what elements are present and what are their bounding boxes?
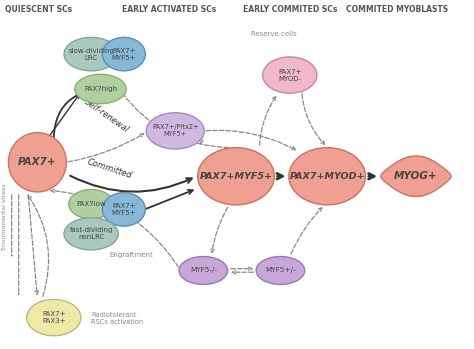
FancyArrowPatch shape — [143, 190, 193, 210]
Ellipse shape — [27, 299, 81, 336]
Ellipse shape — [102, 37, 146, 71]
Polygon shape — [381, 156, 451, 196]
Text: EARLY ACTIVATED SCs: EARLY ACTIVATED SCs — [121, 5, 216, 14]
FancyArrowPatch shape — [369, 173, 374, 179]
Text: PAX7+
MYOD-: PAX7+ MYOD- — [278, 68, 301, 82]
FancyArrowPatch shape — [46, 94, 79, 141]
Text: PAX7+
MYF5+: PAX7+ MYF5+ — [111, 203, 136, 216]
Ellipse shape — [64, 218, 118, 250]
Text: PAX7+
MYF5+: PAX7+ MYF5+ — [111, 47, 136, 61]
FancyArrowPatch shape — [277, 173, 283, 179]
Text: fast-dividing
nonLRC: fast-dividing nonLRC — [70, 227, 113, 240]
Text: PAX7low: PAX7low — [76, 201, 106, 207]
Ellipse shape — [102, 193, 146, 226]
Ellipse shape — [263, 57, 317, 93]
Text: QUIESCENT SCs: QUIESCENT SCs — [5, 5, 72, 14]
FancyArrowPatch shape — [28, 195, 49, 296]
FancyArrowPatch shape — [200, 136, 203, 143]
Text: PAX7high: PAX7high — [84, 86, 117, 92]
FancyArrowPatch shape — [51, 89, 112, 145]
Text: PAX7+MYOD+: PAX7+MYOD+ — [290, 172, 365, 181]
Ellipse shape — [256, 257, 305, 284]
FancyArrowPatch shape — [18, 195, 19, 294]
Text: EARLY COMMITED SCs: EARLY COMMITED SCs — [243, 5, 337, 14]
Text: PAX7+: PAX7+ — [18, 157, 57, 167]
Text: PAX7+MYF5+: PAX7+MYF5+ — [200, 172, 273, 181]
Text: MYF5+/-: MYF5+/- — [265, 267, 296, 274]
FancyArrowPatch shape — [301, 88, 324, 144]
Text: COMMITED MYOBLASTS: COMMITED MYOBLASTS — [346, 5, 448, 14]
Text: Environmental stress: Environmental stress — [2, 183, 7, 250]
Text: slow-dividing
LRC: slow-dividing LRC — [68, 47, 114, 61]
FancyArrowPatch shape — [206, 130, 295, 150]
FancyArrowPatch shape — [51, 189, 178, 267]
Text: Committed: Committed — [86, 158, 133, 181]
Text: PAX7+/Pitx2+
MYF5+: PAX7+/Pitx2+ MYF5+ — [152, 124, 199, 138]
FancyArrowPatch shape — [211, 207, 228, 252]
Text: Engraftment: Engraftment — [110, 252, 154, 258]
Ellipse shape — [64, 37, 118, 71]
Text: Reserve cells: Reserve cells — [251, 31, 296, 37]
FancyArrowPatch shape — [291, 208, 322, 254]
Ellipse shape — [9, 133, 66, 192]
Ellipse shape — [75, 74, 126, 104]
FancyArrowPatch shape — [260, 97, 276, 145]
FancyArrowPatch shape — [122, 92, 228, 148]
Ellipse shape — [179, 257, 228, 284]
FancyArrowPatch shape — [70, 176, 191, 192]
FancyArrowPatch shape — [11, 195, 12, 256]
FancyArrowPatch shape — [28, 195, 38, 294]
Text: Self-renewal: Self-renewal — [82, 97, 130, 134]
Ellipse shape — [69, 190, 114, 219]
Ellipse shape — [198, 148, 274, 205]
Text: PAX7+
PAX3+: PAX7+ PAX3+ — [42, 311, 65, 324]
FancyArrowPatch shape — [231, 267, 252, 270]
Text: MYF5-/-: MYF5-/- — [190, 267, 217, 274]
Ellipse shape — [289, 148, 365, 205]
FancyArrowPatch shape — [68, 134, 144, 162]
Text: Radiotolerant
RSCs activation: Radiotolerant RSCs activation — [91, 312, 143, 325]
Text: MYOG+: MYOG+ — [394, 171, 438, 181]
FancyArrowPatch shape — [232, 270, 253, 274]
Ellipse shape — [146, 113, 204, 149]
